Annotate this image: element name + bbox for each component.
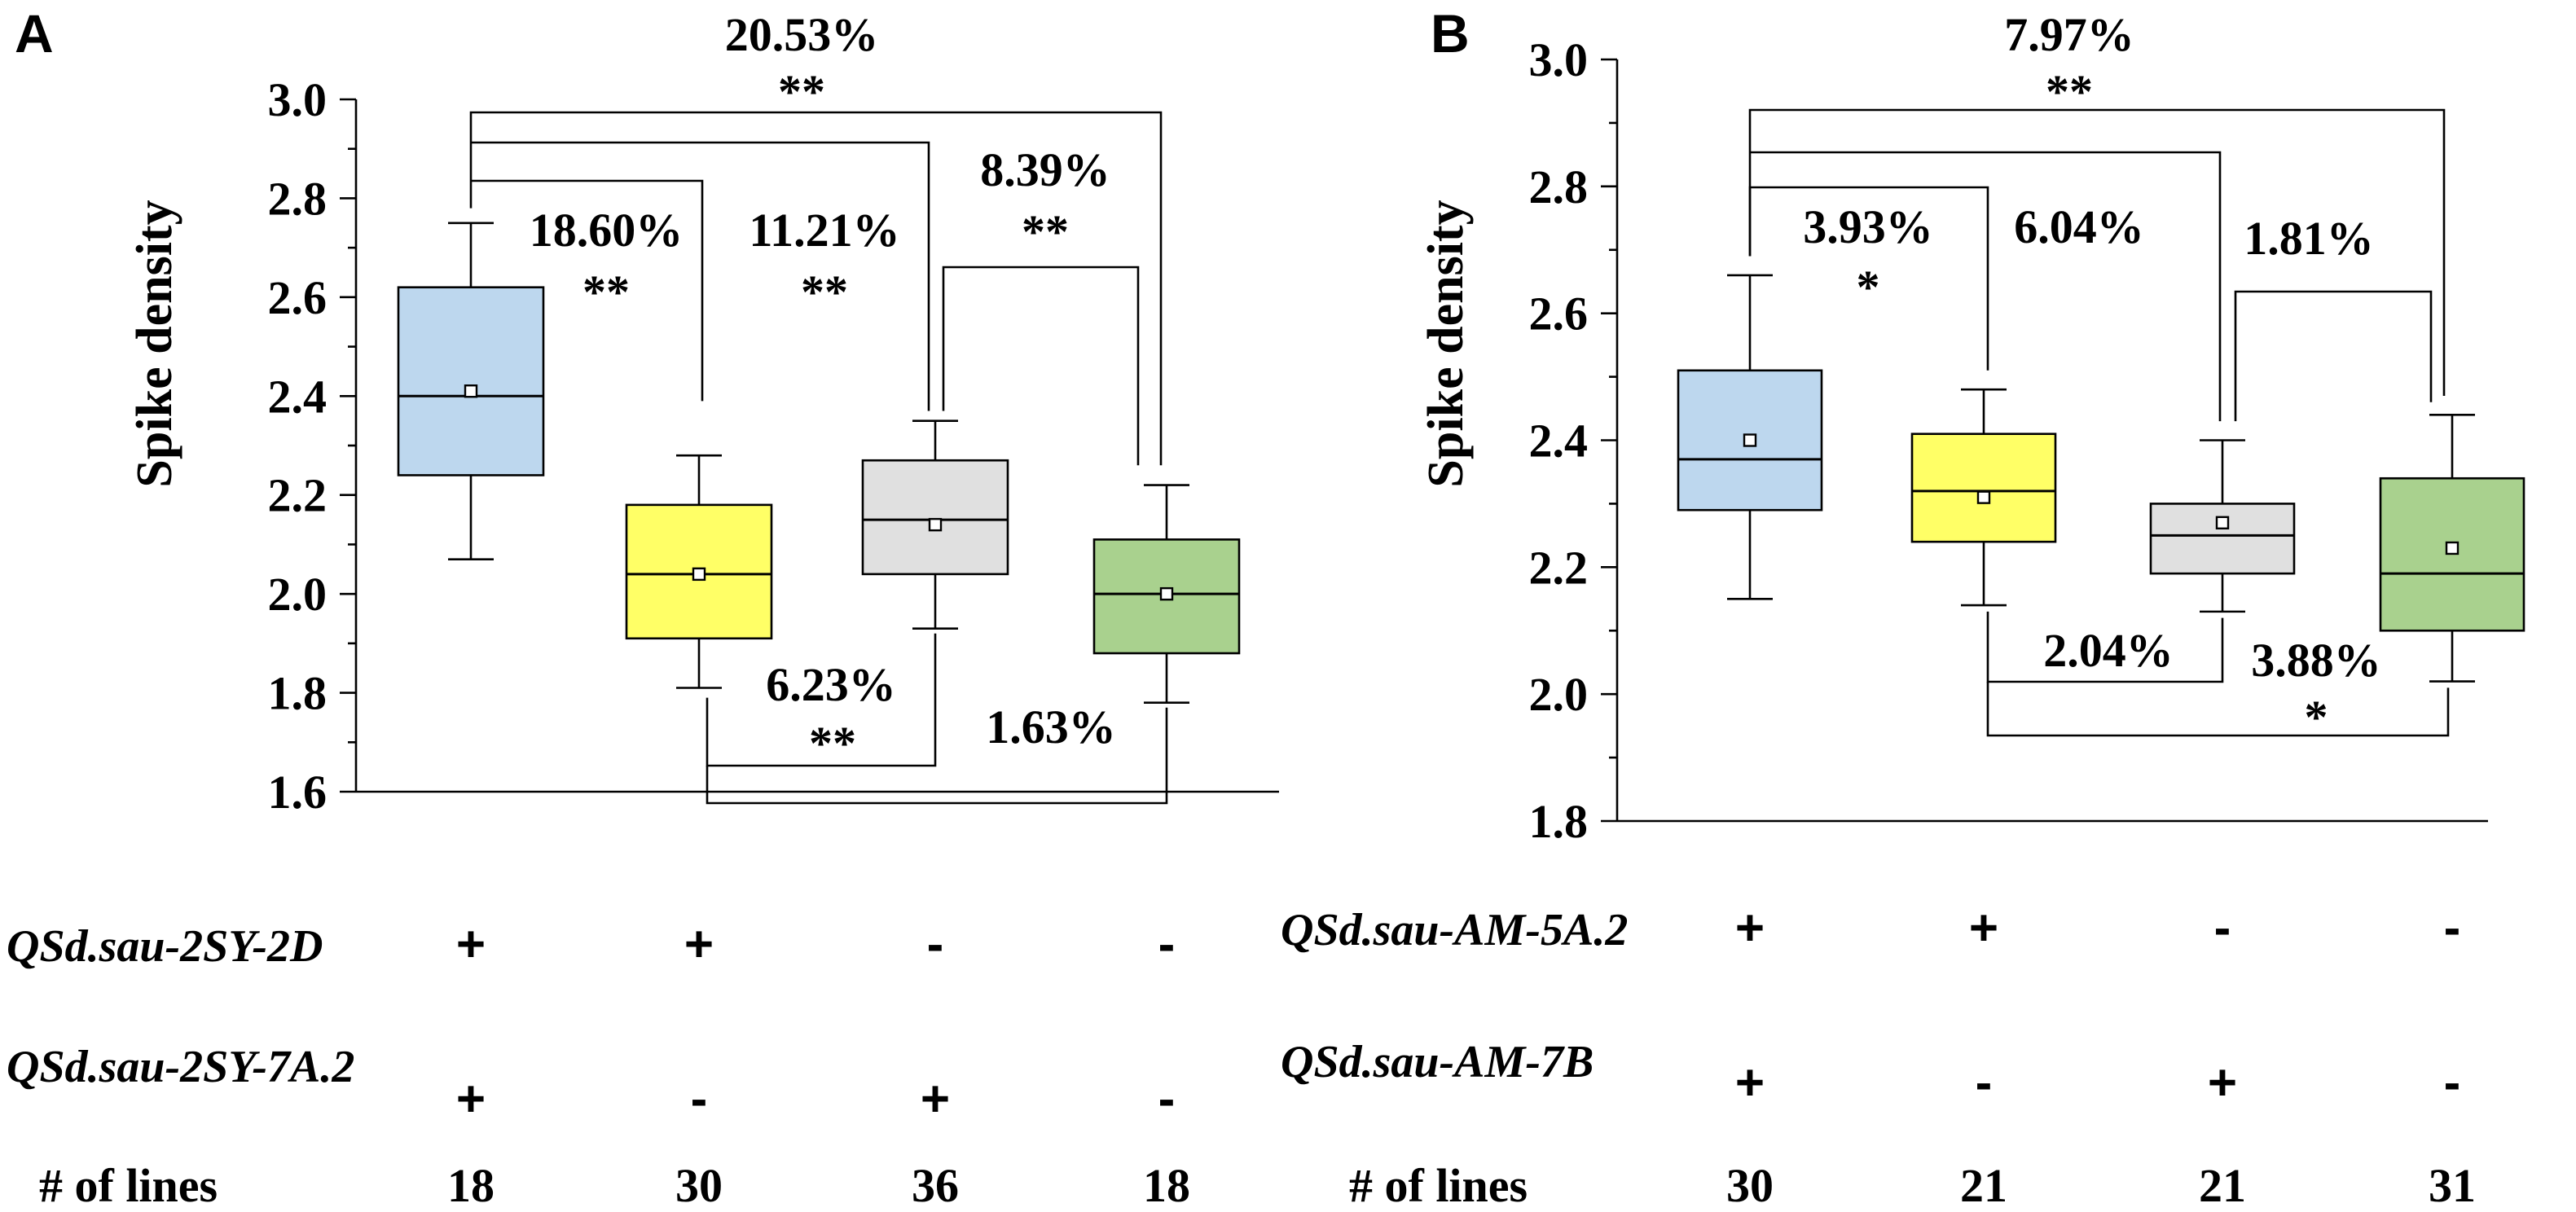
panel-a-pct-2-3: 6.23% bbox=[766, 658, 896, 711]
panel-a-qtl-1-sign: + bbox=[684, 916, 714, 973]
panel-b-mean-marker bbox=[1743, 433, 1757, 447]
panel-b-y-tick-label: 2.2 bbox=[1529, 541, 1589, 594]
panel-b-y-tick-label: 2.4 bbox=[1529, 415, 1589, 468]
panel-b-mean-marker bbox=[2445, 541, 2460, 556]
panel-a-y-tick-label: 2.0 bbox=[268, 568, 327, 621]
panel-a-qtl-2-sign: - bbox=[691, 1071, 708, 1127]
panel-b-qtl-2-sign: + bbox=[1735, 1055, 1765, 1111]
panel-a-qtl-1-sign: - bbox=[1158, 916, 1176, 973]
panel-a-qtl-2-sign: + bbox=[456, 1071, 486, 1127]
panel-a-y-tick-label: 1.6 bbox=[268, 766, 327, 819]
panel-b-pct-1-2: 3.93% bbox=[1803, 200, 1933, 253]
panel-b-lines-label: # of lines bbox=[1349, 1159, 1528, 1212]
panel-a-lines-count: 30 bbox=[675, 1159, 723, 1212]
panel-a-lines-label: # of lines bbox=[39, 1159, 218, 1212]
panel-b-y-axis-label: Spike density bbox=[1418, 200, 1474, 487]
panel-a-bracket-2-3 bbox=[706, 633, 937, 767]
panel-b-mean-marker bbox=[1976, 490, 1991, 504]
panel-a-y-tick-label: 2.6 bbox=[268, 271, 327, 324]
panel-b-bracket-3-4 bbox=[2234, 290, 2433, 422]
panel-a-qtl-name-2: QSd.sau-2SY-7A.2 bbox=[7, 1042, 354, 1092]
panel-b-lines-count: 21 bbox=[2199, 1159, 2246, 1212]
panel-a-y-tick-label: 2.2 bbox=[268, 469, 327, 522]
panel-a-bracket-3-4 bbox=[942, 266, 1140, 466]
panel-b-qtl-2-sign: - bbox=[2444, 1055, 2461, 1111]
panel-b-bracket-2-3 bbox=[1986, 611, 2224, 683]
panel-a-mean-marker bbox=[692, 567, 706, 582]
panel-b-lines-count: 30 bbox=[1726, 1159, 1774, 1212]
panel-a-qtl-2-sign: + bbox=[921, 1071, 950, 1127]
panel-b-qtl-2-sign: + bbox=[2208, 1055, 2237, 1111]
panel-a-pct-3-4: 8.39% bbox=[980, 143, 1110, 196]
panel-b-y-tick-label: 2.6 bbox=[1529, 288, 1589, 340]
panel-a-mean-marker bbox=[928, 517, 943, 532]
panel-b-lines-count: 21 bbox=[1960, 1159, 2007, 1212]
panel-b-mean-marker bbox=[2215, 516, 2230, 529]
panel-a-y-tick-label: 3.0 bbox=[268, 73, 327, 126]
panel-a-sig-2-3: ** bbox=[809, 717, 856, 770]
panel-a-sig-1-4: ** bbox=[778, 65, 825, 118]
panel-a-y-tick-label: 2.4 bbox=[268, 370, 327, 423]
panel-b-sig-1-2: * bbox=[1857, 261, 1880, 314]
panel-a-pct-2-4: 1.63% bbox=[986, 700, 1116, 753]
panel-a-lines-count: 36 bbox=[912, 1159, 959, 1212]
panel-b-y-tick-label: 2.8 bbox=[1529, 160, 1589, 213]
panel-a-bracket-2-4 bbox=[706, 707, 1168, 805]
panel-b-qtl-1-sign: + bbox=[1969, 900, 1998, 956]
panel-a-bracket-1-2 bbox=[471, 179, 704, 402]
panel-a-box-1 bbox=[397, 286, 545, 476]
panel-a-qtl-name-1: QSd.sau-2SY-2D bbox=[7, 921, 323, 972]
panel-a-mean-marker bbox=[464, 384, 478, 398]
panel-b-label: B bbox=[1431, 3, 1470, 64]
panel-b-pct-3-4: 1.81% bbox=[2244, 212, 2374, 265]
panel-b-qtl-name-1: QSd.sau-AM-5A.2 bbox=[1281, 905, 1628, 955]
panel-a-pct-1-2: 18.60% bbox=[530, 204, 684, 257]
panel-b-sig-1-4: ** bbox=[2046, 65, 2093, 118]
panel-b-pct-2-3: 2.04% bbox=[2043, 624, 2174, 677]
panel-b-bracket-1-3 bbox=[1750, 151, 2222, 422]
panel-a-y-tick-label: 2.8 bbox=[268, 172, 327, 225]
panel-b-bracket-2-4 bbox=[1986, 682, 2450, 737]
panel-a-bracket-1-3 bbox=[471, 141, 930, 411]
panel-a-lines-count: 18 bbox=[1143, 1159, 1190, 1212]
panel-b-qtl-1-sign: - bbox=[2214, 900, 2231, 956]
panel-a-qtl-1-sign: - bbox=[927, 916, 944, 973]
panel-b-y-tick-label: 2.0 bbox=[1529, 668, 1589, 721]
panel-b-box-3 bbox=[2149, 503, 2296, 575]
panel-b-bracket-1-4 bbox=[1748, 108, 2446, 396]
panel-a-qtl-1-sign: + bbox=[456, 916, 486, 973]
panel-a-qtl-2-sign: - bbox=[1158, 1071, 1176, 1127]
panel-b-pct-1-3: 6.04% bbox=[2014, 200, 2144, 253]
panel-b-pct-2-4: 3.88% bbox=[2251, 634, 2381, 687]
panel-b-sig-2-4: * bbox=[2305, 691, 2328, 744]
panel-a-sig-3-4: ** bbox=[1022, 205, 1069, 258]
panel-a-sig-1-3: ** bbox=[801, 266, 848, 318]
panel-a-y-axis-label: Spike density bbox=[127, 200, 182, 487]
panel-b-qtl-1-sign: + bbox=[1735, 900, 1765, 956]
panel-b-box-2 bbox=[1910, 433, 2057, 543]
panel-a-mean-marker bbox=[1159, 586, 1174, 601]
panel-a-y-tick-label: 1.8 bbox=[268, 667, 327, 720]
panel-b-lines-count: 31 bbox=[2429, 1159, 2476, 1212]
panel-b-pct-1-4: 7.97% bbox=[2004, 8, 2134, 61]
panel-b-y-tick-label: 3.0 bbox=[1529, 33, 1589, 86]
panel-a-pct-1-4: 20.53% bbox=[725, 8, 879, 61]
panel-b-y-tick-label: 1.8 bbox=[1529, 795, 1589, 848]
panel-a-bracket-1-4 bbox=[469, 111, 1163, 466]
panel-a-lines-count: 18 bbox=[447, 1159, 495, 1212]
panel-b-qtl-2-sign: - bbox=[1976, 1055, 1993, 1111]
panel-b-qtl-name-2: QSd.sau-AM-7B bbox=[1281, 1037, 1594, 1087]
panel-b-qtl-1-sign: - bbox=[2444, 900, 2461, 956]
panel-b-bracket-1-2 bbox=[1748, 186, 1989, 371]
panel-a-sig-1-2: ** bbox=[582, 266, 630, 318]
panel-a-pct-1-3: 11.21% bbox=[749, 204, 899, 257]
panel-a-box-3 bbox=[861, 459, 1009, 576]
panel-a-label: A bbox=[15, 3, 54, 64]
